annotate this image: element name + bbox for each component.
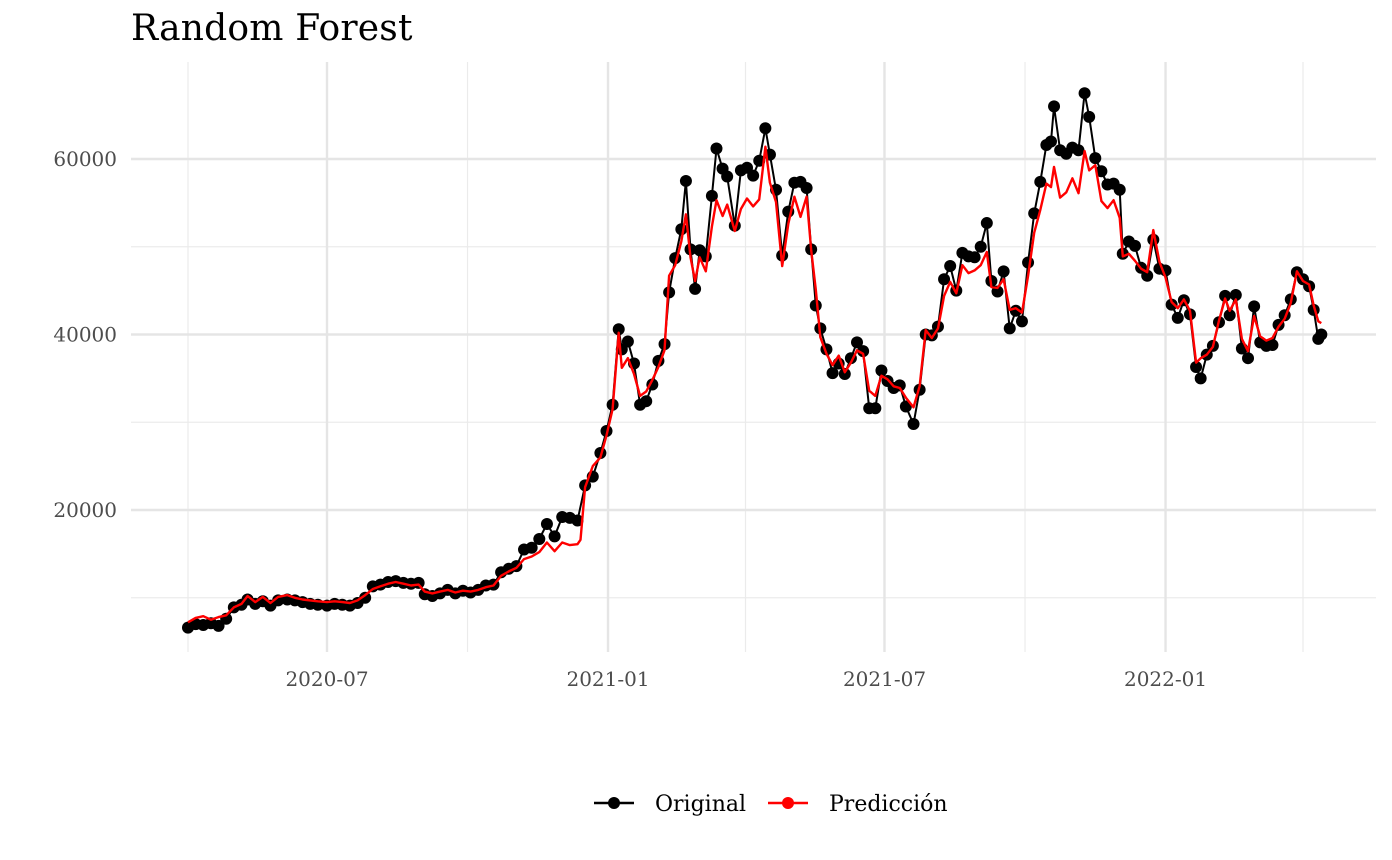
y-tick-label: 60000 [53,147,117,171]
original-point [968,251,981,264]
original-point [980,217,993,230]
original-point [1078,87,1091,100]
original-point [1248,300,1261,313]
original-point [710,142,723,155]
original-point [974,240,987,253]
original-point [800,181,813,194]
original-point [705,189,718,202]
original-point [679,174,692,187]
original-point [621,335,634,348]
original-point [675,223,688,236]
series-prediccion [187,145,1322,624]
original-point [1015,315,1028,328]
original-point [1034,175,1047,188]
original-point [1089,152,1102,165]
original-point [899,400,912,413]
original-point [540,518,553,531]
original-point [1044,135,1057,148]
x-tick-label: 2022-01 [1124,667,1207,691]
x-tick-label: 2020-07 [285,667,368,691]
original-point [612,323,625,336]
original-point [944,260,957,273]
original-point [1095,165,1108,178]
original-point [907,418,920,431]
original-point [826,367,839,380]
original-point [851,336,863,349]
original-point [1171,311,1184,324]
y-tick-label: 40000 [53,323,117,347]
original-point [640,395,653,408]
original-point [869,402,882,415]
legend-marker-prediccion [782,797,794,809]
original-point [1165,298,1178,311]
original-point [1048,100,1061,113]
original-point [857,345,870,358]
original-point [525,541,538,554]
original-point [721,170,734,183]
original-point [1141,269,1154,282]
original-point [412,576,425,589]
original-point [938,273,951,286]
original-point [747,169,760,182]
original-point [1266,339,1279,352]
minor-grid [131,62,1376,652]
original-point [548,530,561,543]
original-point [1113,183,1126,196]
original-point [533,532,546,545]
legend-label-original: Original [655,792,746,817]
prediccion-line [187,145,1322,624]
original-point [1229,289,1242,302]
original-point [1083,110,1096,123]
original-point [1072,144,1085,157]
major-grid [131,62,1376,652]
legend: Original Predicción [594,792,948,817]
original-point [997,265,1010,278]
chart-title: Random Forest [131,8,413,49]
original-point [359,591,372,604]
axis-labels: 20000 40000 60000 2020-07 2021-01 2021-07 2022… [53,147,1207,691]
original-point [571,514,584,527]
original-point [1194,372,1207,385]
legend-marker-original [608,797,620,809]
original-point [875,364,888,377]
original-point [838,367,851,380]
original-point [1028,207,1041,220]
original-point [1190,360,1203,373]
original-point [1022,256,1035,269]
original-point [1315,328,1328,341]
original-point [1223,309,1236,322]
x-tick-label: 2021-01 [566,667,649,691]
original-point [1219,289,1232,302]
original-point [1242,352,1255,365]
original-point [689,282,702,295]
original-point [1128,239,1141,252]
original-point [759,122,772,135]
original-point [1003,322,1016,335]
x-tick-label: 2021-07 [843,667,926,691]
series-original [182,87,1328,634]
legend-label-prediccion: Predicción [829,792,948,817]
y-tick-label: 20000 [53,498,117,522]
original-point [212,619,225,632]
